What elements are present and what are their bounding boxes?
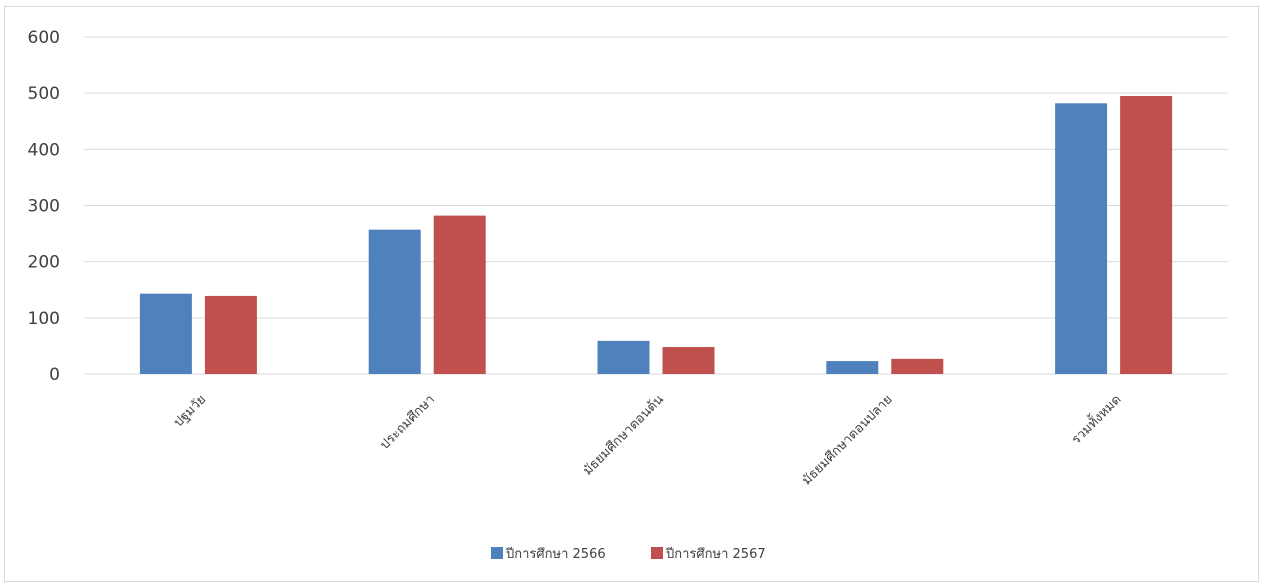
x-category-label: มัธยมศึกษาตอนปลาย	[799, 392, 895, 488]
bar	[662, 347, 715, 374]
x-category-label: ปฐมวัย	[171, 392, 209, 430]
x-category-label: มัธยมศึกษาตอนต้น	[580, 392, 666, 478]
y-tick-label: 0	[49, 365, 60, 385]
legend: ปีการศึกษา 2566 ปีการศึกษา 2567	[491, 546, 766, 562]
legend-label: ปีการศึกษา 2566	[505, 546, 606, 562]
y-tick-label: 300	[28, 197, 60, 217]
bar	[368, 229, 421, 374]
bar	[826, 361, 879, 374]
legend-label: ปีการศึกษา 2567	[665, 546, 766, 562]
y-tick-label: 200	[28, 253, 60, 273]
gridlines	[84, 36, 1228, 375]
bar	[597, 340, 650, 374]
legend-swatch	[651, 547, 663, 559]
bar	[891, 358, 944, 374]
bar	[204, 295, 257, 374]
bar	[433, 215, 486, 374]
y-tick-label: 100	[28, 309, 60, 329]
y-tick-label: 600	[28, 28, 60, 48]
y-tick-label: 400	[28, 140, 60, 160]
bar	[1120, 95, 1173, 374]
y-axis-ticks: 0 100 200 300 400 500 600	[28, 28, 60, 385]
legend-swatch	[491, 547, 503, 559]
bars	[139, 95, 1173, 374]
y-tick-label: 500	[28, 84, 60, 104]
chart-frame	[4, 6, 1259, 582]
x-category-label: รวมทั้งหมด	[1067, 390, 1125, 448]
bar	[139, 293, 192, 374]
bar	[1055, 103, 1108, 374]
x-category-label: ประถมศึกษา	[377, 392, 438, 453]
x-axis-labels: ปฐมวัย ประถมศึกษา มัธยมศึกษาตอนต้น มัธยมศึก…	[171, 390, 1124, 488]
